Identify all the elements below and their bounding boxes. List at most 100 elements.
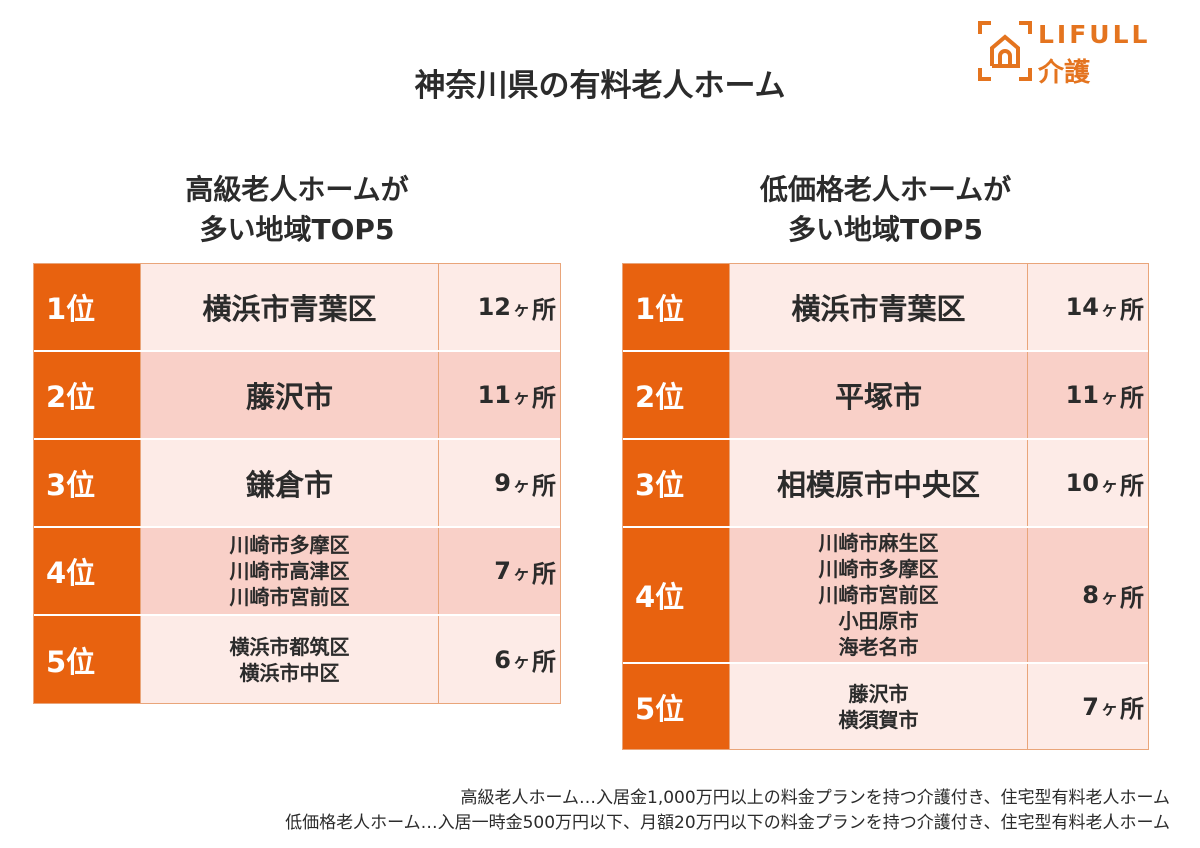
- area-name: 横浜市都筑区: [229, 634, 350, 659]
- count-number: 9: [494, 469, 511, 497]
- rank-label: 5位: [34, 616, 140, 703]
- area-name: 横須賀市: [838, 707, 919, 732]
- count-unit: ヶ: [513, 387, 530, 408]
- ranking-row: 1位 横浜市青葉区 14 ヶ所: [623, 264, 1148, 352]
- area-name: 川崎市麻生区: [818, 531, 939, 555]
- count-number: 10: [1065, 469, 1099, 497]
- count-number: 7: [1082, 692, 1099, 721]
- count-suffix: 所: [1120, 295, 1144, 324]
- count-number: 11: [1065, 381, 1099, 409]
- count-suffix: 所: [532, 295, 556, 324]
- count-suffix: 所: [532, 648, 556, 676]
- count-number: 11: [477, 381, 511, 409]
- facility-count: 11 ヶ所: [439, 352, 560, 438]
- area-names: 平塚市: [729, 352, 1028, 438]
- ranking-row: 4位 川崎市多摩区 川崎市高津区 川崎市宮前区 7 ヶ所: [34, 528, 560, 616]
- area-name: 川崎市宮前区: [229, 585, 350, 609]
- area-names: 横浜市青葉区: [140, 264, 439, 350]
- footnotes: 高級老人ホーム…入居金1,000万円以上の料金プランを持つ介護付き、住宅型有料老…: [285, 786, 1170, 836]
- facility-count: 14 ヶ所: [1028, 264, 1148, 350]
- area-names: 川崎市多摩区 川崎市高津区 川崎市宮前区: [140, 528, 439, 614]
- ranking-row: 1位 横浜市青葉区 12 ヶ所: [34, 264, 560, 352]
- ranking-row: 5位 横浜市都筑区 横浜市中区 6 ヶ所: [34, 616, 560, 703]
- area-name: 鎌倉市: [245, 468, 333, 502]
- area-names: 川崎市麻生区 川崎市多摩区 川崎市宮前区 小田原市 海老名市: [729, 528, 1028, 662]
- left-ranking-table: 1位 横浜市青葉区 12 ヶ所 2位 藤沢市 11 ヶ所 3位 鎌倉市 9 ヶ所 4位 川崎市多摩区 川崎市…: [33, 263, 561, 704]
- rank-label: 2位: [623, 352, 729, 438]
- count-number: 14: [1065, 293, 1099, 321]
- rank-label: 5位: [623, 664, 729, 749]
- count-number: 7: [494, 557, 511, 585]
- left-heading: 高級老人ホームが 多い地域TOP5: [33, 170, 561, 250]
- rank-label: 4位: [623, 528, 729, 662]
- right-ranking-table: 1位 横浜市青葉区 14 ヶ所 2位 平塚市 11 ヶ所 3位 相模原市中央区 10 ヶ所 4位 川崎市麻…: [622, 263, 1149, 750]
- area-names: 相模原市中央区: [729, 440, 1028, 526]
- ranking-row: 5位 藤沢市 横須賀市 7 ヶ所: [623, 664, 1148, 749]
- count-suffix: 所: [532, 471, 556, 500]
- count-suffix: 所: [1120, 471, 1144, 500]
- area-name: 小田原市: [838, 609, 919, 633]
- count-unit: ヶ: [1101, 387, 1118, 408]
- rank-label: 3位: [34, 440, 140, 526]
- area-name: 相模原市中央区: [776, 468, 980, 502]
- logo-text-lifull: LIFULL: [1038, 20, 1151, 49]
- count-suffix: 所: [1120, 583, 1144, 612]
- area-names: 鎌倉市: [140, 440, 439, 526]
- left-heading-line: 多い地域TOP5: [199, 213, 395, 246]
- count-unit: ヶ: [1101, 587, 1118, 608]
- area-name: 藤沢市: [848, 681, 909, 706]
- rank-label: 1位: [623, 264, 729, 350]
- page-title: 神奈川県の有料老人ホーム: [414, 68, 786, 104]
- count-unit: ヶ: [513, 652, 530, 672]
- house-frame-icon: [978, 21, 1032, 81]
- count-number: 12: [477, 293, 511, 321]
- area-name: 横浜市中区: [239, 660, 340, 685]
- rank-label: 1位: [34, 264, 140, 350]
- area-names: 横浜市都筑区 横浜市中区: [140, 616, 439, 703]
- area-name: 川崎市多摩区: [818, 557, 939, 581]
- area-names: 藤沢市 横須賀市: [729, 664, 1028, 749]
- area-name: 平塚市: [834, 380, 922, 414]
- ranking-row: 3位 相模原市中央区 10 ヶ所: [623, 440, 1148, 528]
- count-unit: ヶ: [513, 299, 530, 320]
- ranking-row: 3位 鎌倉市 9 ヶ所: [34, 440, 560, 528]
- area-names: 藤沢市: [140, 352, 439, 438]
- rank-label: 2位: [34, 352, 140, 438]
- area-name: 横浜市青葉区: [202, 292, 377, 326]
- area-name: 川崎市多摩区: [229, 533, 350, 557]
- rank-label: 4位: [34, 528, 140, 614]
- lifull-kaigo-logo: LIFULL 介護: [978, 18, 1178, 88]
- facility-count: 12 ヶ所: [439, 264, 560, 350]
- count-suffix: 所: [532, 383, 556, 412]
- left-heading-line: 高級老人ホームが: [185, 173, 409, 206]
- count-unit: ヶ: [1101, 475, 1118, 496]
- rank-label: 3位: [623, 440, 729, 526]
- logo-text-kaigo: 介護: [1038, 58, 1091, 88]
- count-unit: ヶ: [513, 475, 530, 496]
- count-number: 8: [1082, 581, 1099, 609]
- ranking-row: 2位 平塚市 11 ヶ所: [623, 352, 1148, 440]
- area-name: 藤沢市: [245, 380, 333, 414]
- count-unit: ヶ: [1101, 299, 1118, 320]
- ranking-row: 4位 川崎市麻生区 川崎市多摩区 川崎市宮前区 小田原市 海老名市 8 ヶ所: [623, 528, 1148, 664]
- facility-count: 10 ヶ所: [1028, 440, 1148, 526]
- area-name: 川崎市高津区: [229, 559, 350, 583]
- right-heading-line: 多い地域TOP5: [788, 213, 983, 246]
- right-heading-line: 低価格老人ホームが: [759, 173, 1012, 206]
- count-unit: ヶ: [513, 563, 530, 584]
- area-name: 川崎市宮前区: [818, 583, 939, 607]
- area-name: 横浜市青葉区: [791, 292, 966, 326]
- area-names: 横浜市青葉区: [729, 264, 1028, 350]
- count-suffix: 所: [1120, 383, 1144, 412]
- footnote: 高級老人ホーム…入居金1,000万円以上の料金プランを持つ介護付き、住宅型有料老…: [460, 788, 1170, 808]
- count-suffix: 所: [532, 559, 556, 588]
- count-number: 6: [494, 645, 511, 674]
- ranking-row: 2位 藤沢市 11 ヶ所: [34, 352, 560, 440]
- count-suffix: 所: [1120, 695, 1144, 723]
- area-name: 海老名市: [838, 635, 919, 659]
